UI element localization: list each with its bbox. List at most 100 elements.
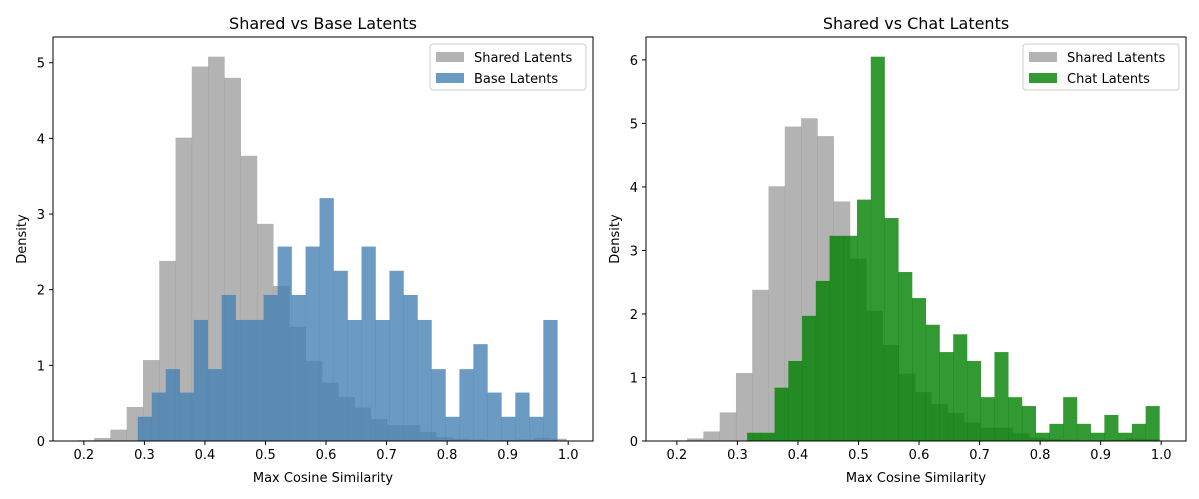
histogram-bar [235, 319, 250, 441]
x-tick-label: 0.3 [727, 448, 748, 463]
legend-swatch [436, 73, 464, 83]
histogram-bar [1118, 432, 1133, 441]
y-tick-label: 2 [37, 284, 45, 299]
histogram-bar [487, 392, 502, 441]
histogram-bar [333, 270, 348, 441]
x-tick-label: 0.4 [788, 448, 809, 463]
histogram-bar [459, 369, 474, 441]
y-tick-label: 4 [37, 132, 45, 147]
x-tick-label: 1.0 [1151, 448, 1172, 463]
x-tick-label: 0.5 [255, 448, 276, 463]
y-tick-label: 3 [630, 244, 638, 259]
histogram-bar [207, 369, 222, 441]
y-tick-label: 6 [630, 54, 638, 69]
histogram-bar [966, 360, 982, 441]
histogram-bar [829, 235, 844, 441]
y-tick-label: 4 [630, 181, 638, 196]
histogram-bar [939, 352, 954, 441]
histogram-bar [347, 319, 362, 441]
legend-swatch [436, 52, 464, 62]
histogram-bar [774, 387, 789, 441]
y-tick-label: 5 [37, 57, 45, 72]
histogram-bar [687, 438, 704, 441]
histogram-bar [473, 344, 488, 441]
histogram-bar [431, 369, 446, 441]
histogram-bar [305, 246, 320, 441]
histogram-bar [249, 319, 264, 441]
x-tick-label: 1.0 [558, 448, 579, 463]
histogram-bar [857, 199, 872, 441]
x-tick-label: 0.6 [909, 448, 930, 463]
axes-frame [52, 36, 594, 442]
histogram-bar [403, 294, 418, 441]
histogram-bar [788, 360, 803, 441]
x-tick-label: 0.7 [969, 448, 990, 463]
histogram-bar [263, 294, 278, 441]
histogram-bar [898, 272, 913, 441]
histogram-bar [719, 412, 737, 441]
histogram-bar [137, 416, 153, 441]
histogram-bar [543, 319, 558, 441]
y-tick-label: 2 [630, 308, 638, 323]
histogram-bar [1063, 397, 1078, 441]
histogram-bar [1104, 414, 1119, 441]
histogram-bar [179, 392, 194, 441]
histogram-bar [815, 280, 830, 441]
histogram-bar [550, 438, 567, 441]
histogram-bar [1021, 406, 1036, 441]
histogram-bar [760, 432, 775, 441]
histogram-bar [151, 392, 167, 441]
legend-label: Shared Latents [1067, 51, 1166, 66]
y-tick-label: 5 [630, 117, 638, 132]
y-tick-label: 0 [37, 435, 45, 450]
histogram-bar [843, 235, 858, 441]
histogram-bar [277, 246, 292, 441]
histogram-bar [912, 298, 927, 441]
histogram-bar [193, 319, 208, 441]
y-tick-label: 1 [37, 359, 45, 374]
y-tick-label: 3 [37, 208, 45, 223]
x-tick-label: 0.8 [1030, 448, 1051, 463]
histogram-bar [319, 198, 334, 441]
histogram-bar [747, 432, 762, 441]
y-tick-label: 0 [630, 435, 638, 450]
chart-title: Shared vs Chat Latents [823, 14, 1009, 33]
legend: Shared Latents Chat Latents [1022, 43, 1180, 91]
histogram-bar [1035, 432, 1050, 441]
y-axis-label: Density [608, 214, 623, 264]
histogram-bar [501, 416, 516, 441]
chart-title: Shared vs Base Latents [229, 14, 417, 33]
histogram-bar [208, 56, 225, 441]
y-tick-label: 1 [630, 371, 638, 386]
legend-box [1022, 43, 1180, 91]
legend-label: Chat Latents [1067, 72, 1150, 87]
legend-swatch [1029, 73, 1057, 83]
x-tick-label: 0.7 [376, 448, 397, 463]
histogram-bar [361, 246, 376, 441]
histogram-bar [1090, 432, 1105, 441]
histogram-bar [291, 294, 306, 441]
histogram-bar [1008, 397, 1023, 441]
histogram-bar [389, 270, 404, 441]
x-tick-label: 0.5 [848, 448, 869, 463]
histogram-bar [925, 324, 940, 441]
histogram-bar [953, 334, 968, 441]
x-axis-label: Max Cosine Similarity [846, 471, 987, 486]
histogram-bar [1076, 423, 1091, 441]
histogram-bar [375, 319, 390, 441]
histogram-bar [1145, 406, 1160, 441]
x-tick-label: 0.2 [667, 448, 688, 463]
histogram-bar [768, 186, 786, 441]
x-tick-label: 0.9 [1090, 448, 1111, 463]
y-axis-label: Density [15, 214, 30, 264]
x-axis-label: Max Cosine Similarity [253, 471, 394, 486]
histogram-bar [221, 294, 236, 441]
histogram-bar [870, 56, 885, 441]
x-tick-label: 0.9 [497, 448, 518, 463]
histogram-bar [529, 416, 544, 441]
axes-frame [645, 36, 1187, 442]
legend: Shared Latents Base Latents [429, 43, 587, 91]
histogram-bar [752, 289, 769, 441]
x-tick-label: 0.3 [134, 448, 155, 463]
right-chart-shared-vs-chat: Shared vs Chat Latents Max Cosine Simila… [608, 14, 1187, 486]
